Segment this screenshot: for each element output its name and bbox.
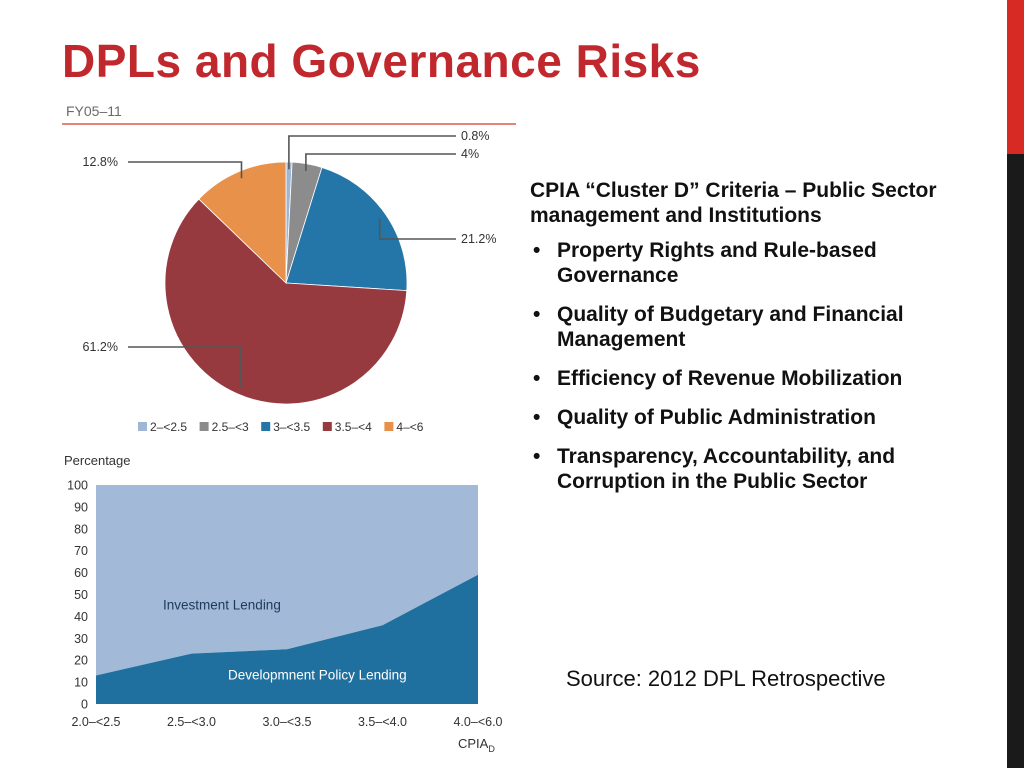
pie-legend: 2–<2.5 2.5–<3 3–<3.5 3.5–<4 4–<6 [138, 420, 424, 434]
criteria-item: Property Rights and Rule-based Governanc… [530, 238, 940, 288]
area-x-axis-label-subscript: D [488, 744, 495, 753]
area-chart: Percentage 0 10 20 30 40 50 60 70 80 90 100 2.0–<2… [64, 453, 503, 753]
area-x-tick-label: 3.0–<3.5 [262, 715, 311, 729]
source-note: Source: 2012 DPL Retrospective [566, 666, 886, 691]
area-y-ticks: 0 10 20 30 40 50 60 70 80 90 100 [67, 479, 88, 712]
area-y-tick-label: 0 [81, 698, 88, 712]
area-x-tick-label: 2.5–<3.0 [167, 715, 216, 729]
pie-legend-swatch [199, 422, 209, 431]
area-y-tick-label: 30 [74, 632, 88, 646]
area-x-tick-label: 3.5–<4.0 [358, 715, 407, 729]
area-series [96, 485, 478, 704]
area-y-tick-label: 70 [74, 544, 88, 558]
pie-slice [198, 161, 287, 284]
area-x-axis-label: CPIAD [458, 736, 495, 753]
area-y-tick-label: 20 [74, 654, 88, 668]
pie-slices [164, 161, 408, 405]
area-x-ticks: 2.0–<2.5 2.5–<3.0 3.0–<3.5 3.5–<4.0 4.0–<6.0 [71, 715, 502, 729]
area-series-labels: Investment Lending Developmnent Policy Le… [163, 597, 407, 682]
criteria-heading: CPIA “Cluster D” Criteria – Public Secto… [530, 179, 937, 227]
area-label-dpl: Developmnent Policy Lending [228, 668, 407, 683]
criteria-item: Efficiency of Revenue Mobilization [530, 366, 940, 391]
pie-slice [164, 198, 408, 405]
criteria-item: Quality of Budgetary and Financial Manag… [530, 302, 940, 352]
area-label-investment: Investment Lending [163, 597, 281, 612]
pie-chart: FY05–11 0.8% 4% 21.2% 61.2% 12.8% 2–<2.5 2.5–… [62, 103, 516, 434]
area-x-axis-label-main: CPIA [458, 736, 489, 751]
area-series-investment [96, 485, 478, 676]
pie-value-label: 0.8% [461, 129, 490, 143]
criteria-item: Quality of Public Administration [530, 405, 940, 430]
area-series-dpl [96, 574, 478, 704]
pie-legend-swatch [322, 422, 332, 431]
pie-chart-title: FY05–11 [66, 103, 122, 119]
pie-legend-label: 2–<2.5 [150, 420, 187, 434]
pie-legend-label: 4–<6 [396, 420, 423, 434]
accent-bar-bottom [1007, 154, 1024, 768]
pie-value-label: 61.2% [83, 340, 118, 354]
pie-value-label: 12.8% [83, 155, 118, 169]
slide-title: DPLs and Governance Risks [62, 35, 701, 87]
area-y-tick-label: 10 [74, 676, 88, 690]
pie-slice [285, 166, 408, 292]
pie-legend-swatch [138, 422, 147, 431]
criteria-list: Property Rights and Rule-based Governanc… [530, 238, 940, 494]
pie-legend-label: 3.5–<4 [335, 420, 372, 434]
pie-legend-label: 2.5–<3 [212, 420, 249, 434]
area-y-tick-label: 90 [74, 500, 88, 514]
area-y-tick-label: 40 [74, 610, 88, 624]
accent-bar-top [1007, 0, 1024, 154]
pie-leader-line [305, 153, 456, 171]
pie-legend-swatch [384, 422, 394, 431]
area-y-tick-label: 80 [74, 522, 88, 536]
area-x-tick-label: 2.0–<2.5 [71, 715, 120, 729]
pie-leader-line [378, 218, 456, 240]
area-y-tick-label: 60 [74, 566, 88, 580]
area-y-axis-label: Percentage [64, 453, 131, 468]
pie-leader-line [128, 161, 243, 179]
pie-leader-line [288, 135, 456, 170]
pie-leader-line [128, 346, 241, 388]
criteria-panel: CPIA “Cluster D” Criteria – Public Secto… [530, 178, 940, 508]
pie-callouts: 0.8% 4% 21.2% 61.2% 12.8% [83, 129, 496, 388]
pie-legend-swatch [261, 422, 271, 431]
area-y-tick-label: 50 [74, 588, 88, 602]
pie-value-label: 21.2% [461, 232, 496, 246]
area-x-tick-label: 4.0–<6.0 [453, 715, 502, 729]
pie-value-label: 4% [461, 147, 479, 161]
pie-legend-label: 3–<3.5 [273, 420, 310, 434]
area-y-tick-label: 100 [67, 479, 88, 493]
criteria-item: Transparency, Accountability, and Corrup… [530, 444, 940, 494]
